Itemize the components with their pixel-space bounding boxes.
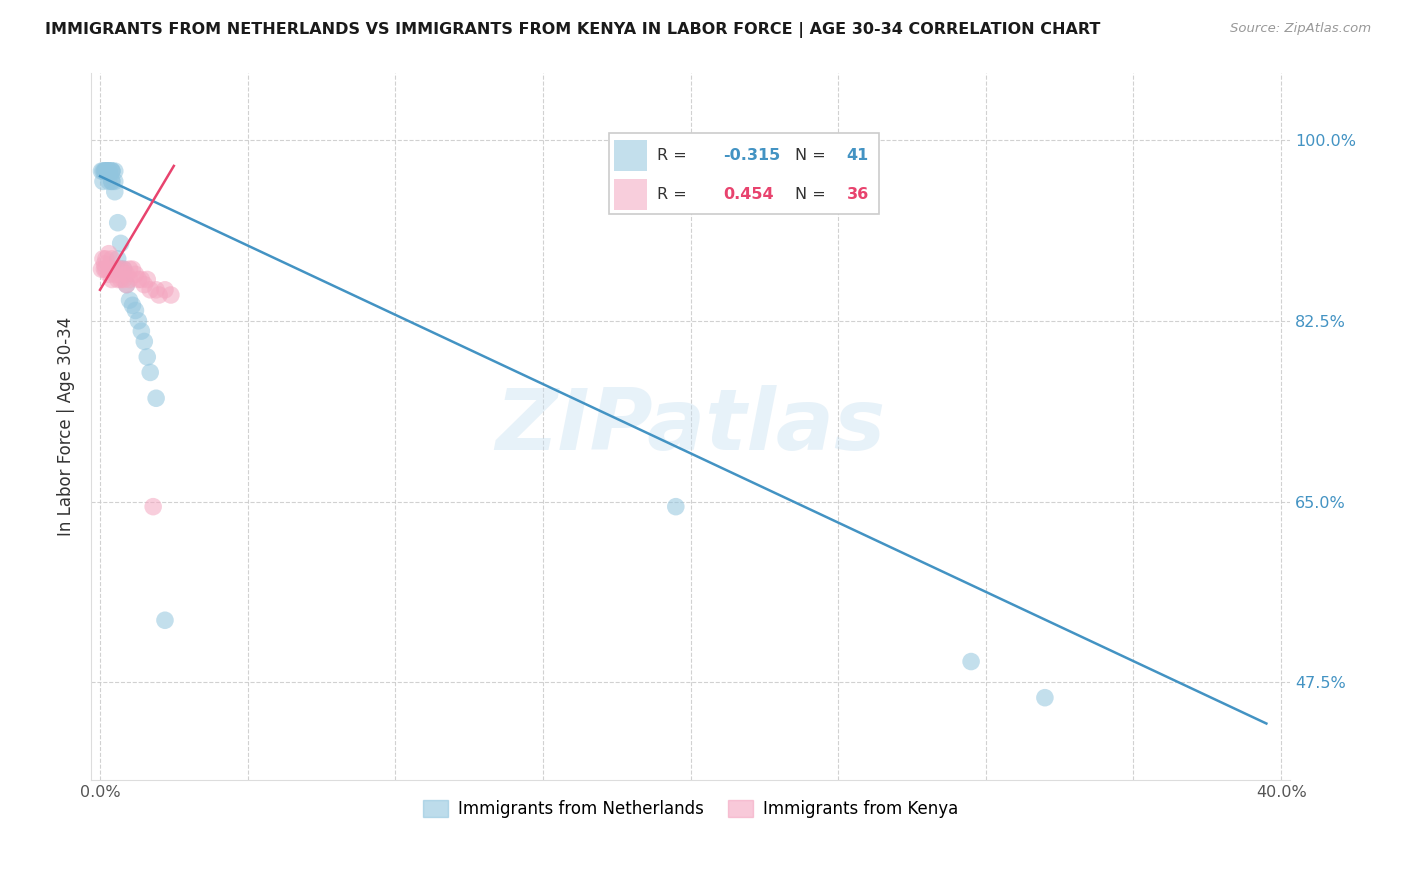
Point [112,262,135,277]
Point [110,272,132,286]
Point [139,366,162,380]
Point [134,334,156,349]
FancyBboxPatch shape [614,140,647,171]
Text: -0.315: -0.315 [723,148,780,163]
Point [91,164,114,178]
Point [142,500,165,514]
Point [101,164,124,178]
Point [97,164,120,178]
Point [93,262,115,277]
Point [94,262,117,277]
Point [110,262,132,277]
Point [101,174,124,188]
Point [121,298,143,312]
Point [107,216,129,230]
Point [112,272,135,286]
Point [97,246,120,260]
Point [139,283,162,297]
Point [110,262,132,277]
Point [134,277,156,292]
Point [97,164,120,178]
Point [124,303,146,318]
Point [112,262,135,277]
Point [101,164,124,178]
Point [93,164,115,178]
Point [91,174,114,188]
Point [121,262,143,277]
Point [145,283,167,297]
Text: Source: ZipAtlas.com: Source: ZipAtlas.com [1230,22,1371,36]
Point [118,272,141,286]
Point [665,500,688,514]
Point [115,277,138,292]
FancyBboxPatch shape [614,178,647,210]
Point [94,252,117,266]
Legend: Immigrants from Netherlands, Immigrants from Kenya: Immigrants from Netherlands, Immigrants … [416,794,966,825]
Point [94,164,117,178]
FancyBboxPatch shape [609,133,879,214]
Point [101,262,124,277]
Point [93,257,115,271]
Point [101,252,124,266]
Text: N =: N = [794,186,831,202]
Point [153,283,176,297]
Point [93,164,115,178]
Point [101,174,124,188]
Text: R =: R = [657,148,692,163]
Point [131,324,153,338]
Point [91,252,114,266]
Point [118,293,141,307]
Point [118,262,141,277]
Point [104,268,127,282]
Point [107,262,129,277]
Point [104,185,127,199]
Point [104,262,127,277]
Point [97,262,120,277]
Text: IMMIGRANTS FROM NETHERLANDS VS IMMIGRANTS FROM KENYA IN LABOR FORCE | AGE 30-34 : IMMIGRANTS FROM NETHERLANDS VS IMMIGRANT… [45,22,1101,38]
Text: 0.454: 0.454 [723,186,773,202]
Text: ZIPatlas: ZIPatlas [495,385,886,468]
Point [96,164,118,178]
Point [127,314,149,328]
Point [115,277,138,292]
Point [97,164,120,178]
Point [148,288,170,302]
Point [153,613,176,627]
Text: 41: 41 [846,148,869,163]
Text: N =: N = [794,148,831,163]
Point [90,164,112,178]
Point [107,272,129,286]
Point [107,252,129,266]
Point [160,288,183,302]
Text: 36: 36 [846,186,869,202]
Point [94,164,117,178]
Point [110,236,132,251]
Point [104,174,127,188]
Point [97,164,120,178]
Point [127,272,149,286]
Point [124,268,146,282]
Point [131,272,153,286]
Point [136,350,159,364]
Point [90,262,112,277]
Point [1033,690,1056,705]
Text: R =: R = [657,186,692,202]
Point [960,655,983,669]
Point [145,391,167,405]
Point [101,164,124,178]
Point [97,174,120,188]
Point [101,272,124,286]
Point [97,268,120,282]
Point [104,164,127,178]
Y-axis label: In Labor Force | Age 30-34: In Labor Force | Age 30-34 [58,317,75,536]
Point [115,268,138,282]
Point [136,272,159,286]
Point [94,164,117,178]
